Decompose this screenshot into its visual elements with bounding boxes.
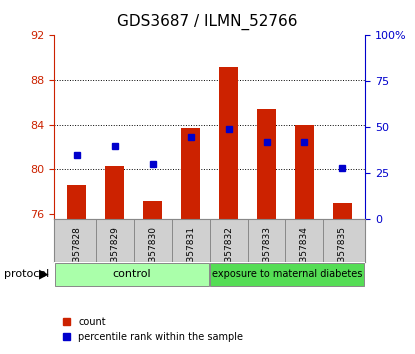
Legend: count, percentile rank within the sample: count, percentile rank within the sample [59, 313, 247, 346]
Text: GSM357830: GSM357830 [148, 226, 157, 281]
Text: control: control [112, 269, 151, 279]
FancyBboxPatch shape [55, 263, 209, 285]
Text: GSM357833: GSM357833 [262, 226, 271, 281]
Bar [143, 200, 162, 219]
Bar [333, 203, 352, 219]
Text: GSM357834: GSM357834 [300, 226, 309, 281]
Bar [67, 185, 86, 219]
FancyBboxPatch shape [210, 263, 364, 285]
Text: GSM357835: GSM357835 [338, 226, 347, 281]
Text: GSM357832: GSM357832 [224, 226, 233, 281]
Bar [219, 67, 238, 219]
Bar [105, 166, 124, 219]
Text: GSM357829: GSM357829 [110, 226, 119, 281]
Text: GSM357831: GSM357831 [186, 226, 195, 281]
Bar [295, 125, 314, 219]
Text: ▶: ▶ [39, 268, 49, 281]
Bar [181, 128, 200, 219]
Bar [257, 109, 276, 219]
Text: GSM357828: GSM357828 [72, 226, 81, 281]
Text: GDS3687 / ILMN_52766: GDS3687 / ILMN_52766 [117, 14, 298, 30]
Text: protocol: protocol [4, 269, 49, 279]
Text: exposure to maternal diabetes: exposure to maternal diabetes [212, 269, 363, 279]
